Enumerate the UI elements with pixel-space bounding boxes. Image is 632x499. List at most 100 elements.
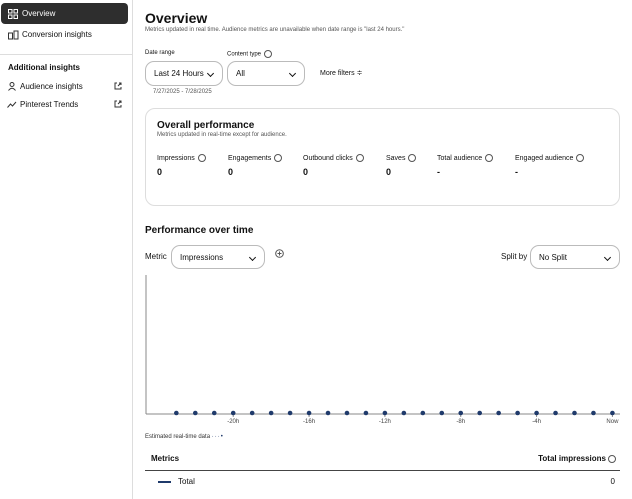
metric-label-text: Saves [386, 154, 406, 162]
data-point [458, 410, 464, 416]
info-icon[interactable] [608, 455, 616, 463]
info-icon[interactable] [485, 154, 494, 162]
table-rule [145, 470, 620, 471]
external-icon[interactable] [114, 100, 122, 108]
metric-value: Impressions [180, 252, 224, 262]
person-icon [8, 82, 16, 91]
more-filters[interactable]: More filters ≑ [320, 70, 363, 77]
info-icon[interactable] [264, 50, 273, 58]
data-point [515, 410, 520, 416]
metric-label: Outbound clicks [303, 154, 364, 162]
section-title: Additional insights [8, 63, 80, 72]
split-label: Split by [501, 252, 528, 261]
metric-label: Engaged audience [515, 154, 585, 162]
overall-card [145, 108, 620, 206]
info-icon[interactable] [274, 154, 283, 162]
content-type-text: Content type [227, 51, 262, 58]
split-dropdown[interactable]: No Split [530, 245, 620, 269]
external-icon[interactable] [114, 82, 122, 90]
data-point [287, 410, 293, 416]
sidebar: Overview Conversion insights Additional … [0, 0, 133, 499]
grid-icon [8, 9, 18, 19]
metric-label-text: Engaged audience [515, 154, 574, 162]
date-range-dropdown[interactable]: Last 24 Hours [145, 61, 223, 86]
x-tick-label: -4h [532, 419, 541, 425]
info-icon[interactable] [355, 154, 364, 162]
row-label: Total [178, 477, 195, 486]
metric-label: Engagements [228, 154, 283, 162]
data-point [211, 410, 217, 416]
metric-label-text: Outbound clicks [303, 154, 353, 162]
metric-value: 0 [228, 167, 234, 177]
table-header-total: Total impressions [538, 454, 606, 463]
data-point [496, 410, 501, 416]
data-point [192, 410, 198, 416]
data-point [268, 410, 274, 416]
data-point [306, 410, 312, 416]
date-range-value: Last 24 Hours [154, 69, 204, 78]
date-range-label: Date range [145, 50, 175, 56]
data-point [591, 410, 596, 416]
info-icon[interactable] [197, 154, 206, 162]
content-type-value: All [236, 69, 245, 78]
divider [0, 54, 132, 55]
x-tick-label: -20h [227, 419, 239, 425]
metric-label-text: Total audience [437, 154, 483, 162]
performance-title: Performance over time [145, 225, 254, 236]
metric-label-text: Engagements [228, 154, 272, 162]
metric-dropdown[interactable]: Impressions [171, 245, 265, 269]
data-point [439, 410, 445, 416]
x-tick-label: Now [606, 419, 619, 425]
legend-text: Estimated real-time data [145, 434, 211, 440]
metric-value: 0 [386, 167, 392, 177]
metric-label: Saves [386, 154, 417, 162]
content-type-dropdown[interactable]: All [227, 61, 305, 86]
x-tick-label: -16h [303, 419, 315, 425]
data-point [174, 410, 179, 416]
page-subtitle: Metrics updated in real time. Audience m… [145, 27, 405, 33]
data-point [249, 410, 255, 416]
data-point [325, 410, 331, 416]
nav-overview[interactable]: Overview [1, 3, 128, 24]
metric-label-text: Impressions [157, 154, 195, 162]
metric-value: 0 [157, 167, 163, 177]
metric-value: 0 [303, 167, 309, 177]
row-swatch [158, 481, 171, 483]
data-point [401, 410, 407, 416]
date-range-dates: 7/27/2025 - 7/28/2025 [153, 89, 212, 95]
nav-audience[interactable]: Audience insights [20, 82, 83, 91]
info-icon[interactable] [576, 154, 585, 162]
metric-value: - [437, 167, 440, 177]
x-tick-label: -12h [379, 419, 391, 425]
data-point [534, 410, 539, 416]
chart-legend: Estimated real-time data ···• [145, 434, 224, 440]
more-filters-text: More filters [320, 70, 355, 77]
page-title: Overview [145, 10, 208, 26]
conversion-icon [8, 30, 19, 40]
data-point [344, 410, 350, 416]
data-point [572, 410, 577, 416]
info-icon[interactable] [408, 154, 417, 162]
data-point [363, 410, 369, 416]
overall-subtitle: Metrics updated in real-time except for … [157, 132, 287, 138]
metric-label: Total audience [437, 154, 494, 162]
trend-icon [7, 101, 17, 108]
x-tick-label: -8h [456, 419, 465, 425]
data-point [382, 410, 388, 416]
nav-trends[interactable]: Pinterest Trends [20, 100, 79, 109]
data-point [610, 410, 615, 416]
overall-title: Overall performance [157, 120, 255, 131]
nav-conversion[interactable]: Conversion insights [22, 30, 92, 39]
metric-label: Metric [145, 252, 167, 261]
add-metric-icon[interactable] [275, 249, 284, 258]
metric-label: Impressions [157, 154, 206, 162]
data-point [553, 410, 558, 416]
content-type-label: Content type [227, 50, 273, 58]
row-value: 0 [610, 477, 615, 486]
data-point [420, 410, 426, 416]
metric-value: - [515, 167, 518, 177]
data-point [230, 410, 236, 416]
table-header-metrics: Metrics [151, 454, 180, 463]
